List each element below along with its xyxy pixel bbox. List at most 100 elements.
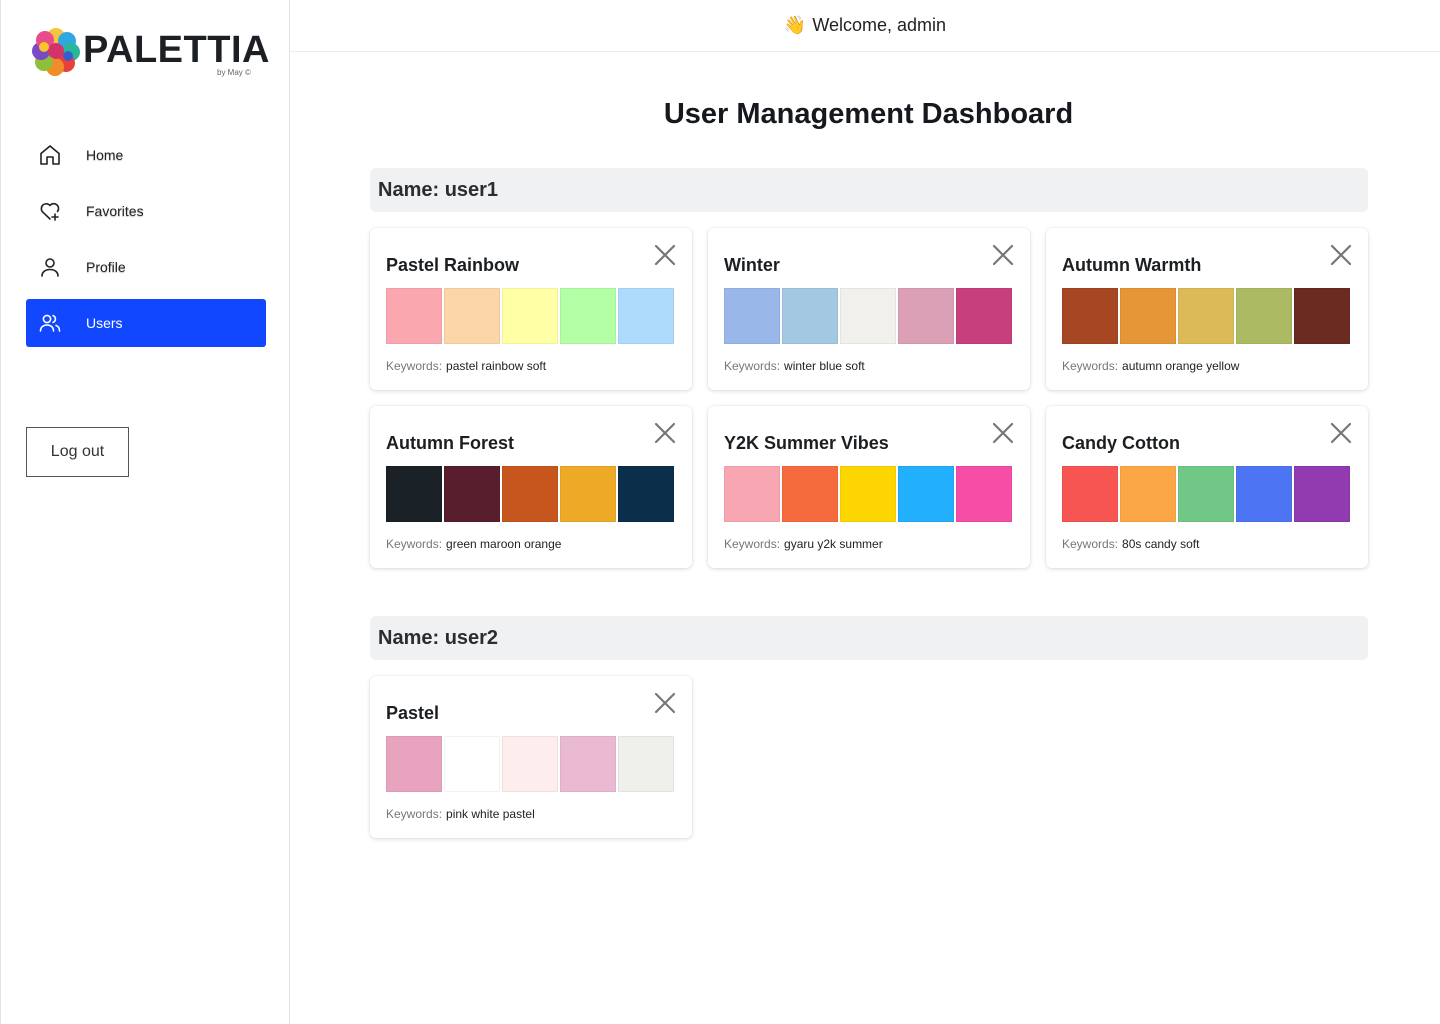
color-swatch[interactable] <box>386 288 442 344</box>
page-title: User Management Dashboard <box>663 98 1074 130</box>
close-icon[interactable] <box>654 692 676 714</box>
color-swatch[interactable] <box>898 288 954 344</box>
color-swatch[interactable] <box>444 466 500 522</box>
color-swatch[interactable] <box>840 466 896 522</box>
color-swatch[interactable] <box>1178 288 1234 344</box>
palette-keywords: Keywords: winter blue soft <box>724 359 865 373</box>
color-swatch[interactable] <box>1236 288 1292 344</box>
palette-keywords: Keywords: green maroon orange <box>386 537 561 551</box>
keywords-label: Keywords: <box>724 537 781 551</box>
color-swatch[interactable] <box>1294 288 1350 344</box>
sidebar-nav: Home Favorites Profile <box>26 131 266 355</box>
keywords-label: Keywords: <box>724 359 781 373</box>
color-swatches <box>386 288 674 344</box>
heart-plus-icon <box>38 199 62 223</box>
palette-grid: Pastel Keywords: pink white pastel <box>370 676 1368 838</box>
color-swatch[interactable] <box>618 466 674 522</box>
color-swatch[interactable] <box>724 288 780 344</box>
close-icon[interactable] <box>654 244 676 266</box>
user-section: Name: user1 Pastel Rainbow Keywords: paste… <box>370 168 1368 568</box>
user-name-header: Name: user1 <box>370 168 1368 212</box>
palette-title: Autumn Forest <box>386 433 514 453</box>
color-swatch[interactable] <box>956 288 1012 344</box>
color-swatch[interactable] <box>840 288 896 344</box>
color-swatch[interactable] <box>782 288 838 344</box>
color-swatch[interactable] <box>956 466 1012 522</box>
sidebar: PALETTIA by May © Home Favo <box>0 0 290 1024</box>
color-swatches <box>386 736 674 792</box>
welcome-text: Welcome, admin <box>812 15 947 35</box>
keywords-label: Keywords: <box>386 537 443 551</box>
palette-keywords: Keywords: pink white pastel <box>386 807 535 821</box>
color-swatch[interactable] <box>782 466 838 522</box>
palette-title: Pastel Rainbow <box>386 255 520 275</box>
logout-button[interactable]: Log out <box>26 427 129 477</box>
home-icon <box>38 143 62 167</box>
color-swatch[interactable] <box>1062 466 1118 522</box>
wave-emoji-icon: 👋 <box>783 15 807 35</box>
sidebar-item-home[interactable]: Home <box>26 131 266 179</box>
color-swatch[interactable] <box>1120 466 1176 522</box>
color-swatches <box>386 466 674 522</box>
palette-card[interactable]: Candy Cotton Keywords: 80s candy soft <box>1046 406 1368 568</box>
palette-title: Candy Cotton <box>1062 433 1180 453</box>
user-icon <box>38 255 62 279</box>
color-swatch[interactable] <box>618 288 674 344</box>
keywords-value: gyaru y2k summer <box>784 537 883 551</box>
color-swatches <box>1062 466 1350 522</box>
users-icon <box>38 311 62 335</box>
color-swatch[interactable] <box>1178 466 1234 522</box>
palette-keywords: Keywords: pastel rainbow soft <box>386 359 546 373</box>
palette-title: Pastel <box>386 703 440 723</box>
sidebar-item-label: Profile <box>86 259 126 275</box>
close-icon[interactable] <box>1330 244 1352 266</box>
color-swatch[interactable] <box>1294 466 1350 522</box>
color-swatch[interactable] <box>502 288 558 344</box>
close-icon[interactable] <box>1330 422 1352 444</box>
color-swatch[interactable] <box>1236 466 1292 522</box>
palette-card[interactable]: Autumn Forest Keywords: green maroon orang… <box>370 406 692 568</box>
color-swatch[interactable] <box>618 736 674 792</box>
palette-keywords: Keywords: gyaru y2k summer <box>724 537 883 551</box>
palette-card[interactable]: Autumn Warmth Keywords: autumn orange yell… <box>1046 228 1368 390</box>
close-icon[interactable] <box>992 244 1014 266</box>
color-swatch[interactable] <box>1062 288 1118 344</box>
color-swatch[interactable] <box>502 736 558 792</box>
logo-text: PALETTIA <box>83 29 270 71</box>
palette-card[interactable]: Y2K Summer Vibes Keywords: gyaru y2k summe… <box>708 406 1030 568</box>
user-name-header: Name: user2 <box>370 616 1368 660</box>
logo-mark-icon <box>32 28 80 76</box>
sidebar-item-profile[interactable]: Profile <box>26 243 266 291</box>
logo-subtitle: by May © <box>217 68 251 77</box>
color-swatch[interactable] <box>560 288 616 344</box>
keywords-value: autumn orange yellow <box>1122 359 1240 373</box>
color-swatch[interactable] <box>444 288 500 344</box>
color-swatches <box>724 288 1012 344</box>
palette-card[interactable]: Pastel Keywords: pink white pastel <box>370 676 692 838</box>
top-bar: 👋 Welcome, admin <box>290 0 1440 52</box>
logo[interactable]: PALETTIA by May © <box>31 26 269 82</box>
color-swatch[interactable] <box>724 466 780 522</box>
palette-keywords: Keywords: autumn orange yellow <box>1062 359 1239 373</box>
color-swatch[interactable] <box>560 466 616 522</box>
sidebar-item-favorites[interactable]: Favorites <box>26 187 266 235</box>
close-icon[interactable] <box>654 422 676 444</box>
palette-card[interactable]: Winter Keywords: winter blue soft <box>708 228 1030 390</box>
color-swatch[interactable] <box>444 736 500 792</box>
sidebar-item-label: Favorites <box>86 203 144 219</box>
sidebar-item-users[interactable]: Users <box>26 299 266 347</box>
keywords-label: Keywords: <box>1062 359 1119 373</box>
color-swatches <box>724 466 1012 522</box>
color-swatch[interactable] <box>386 466 442 522</box>
color-swatch[interactable] <box>898 466 954 522</box>
palette-keywords: Keywords: 80s candy soft <box>1062 537 1199 551</box>
color-swatch[interactable] <box>1120 288 1176 344</box>
keywords-value: 80s candy soft <box>1122 537 1200 551</box>
color-swatch[interactable] <box>560 736 616 792</box>
color-swatch[interactable] <box>386 736 442 792</box>
color-swatch[interactable] <box>502 466 558 522</box>
keywords-value: winter blue soft <box>784 359 865 373</box>
palette-card[interactable]: Pastel Rainbow Keywords: pastel rainbow so… <box>370 228 692 390</box>
close-icon[interactable] <box>992 422 1014 444</box>
palette-title: Y2K Summer Vibes <box>724 433 889 453</box>
